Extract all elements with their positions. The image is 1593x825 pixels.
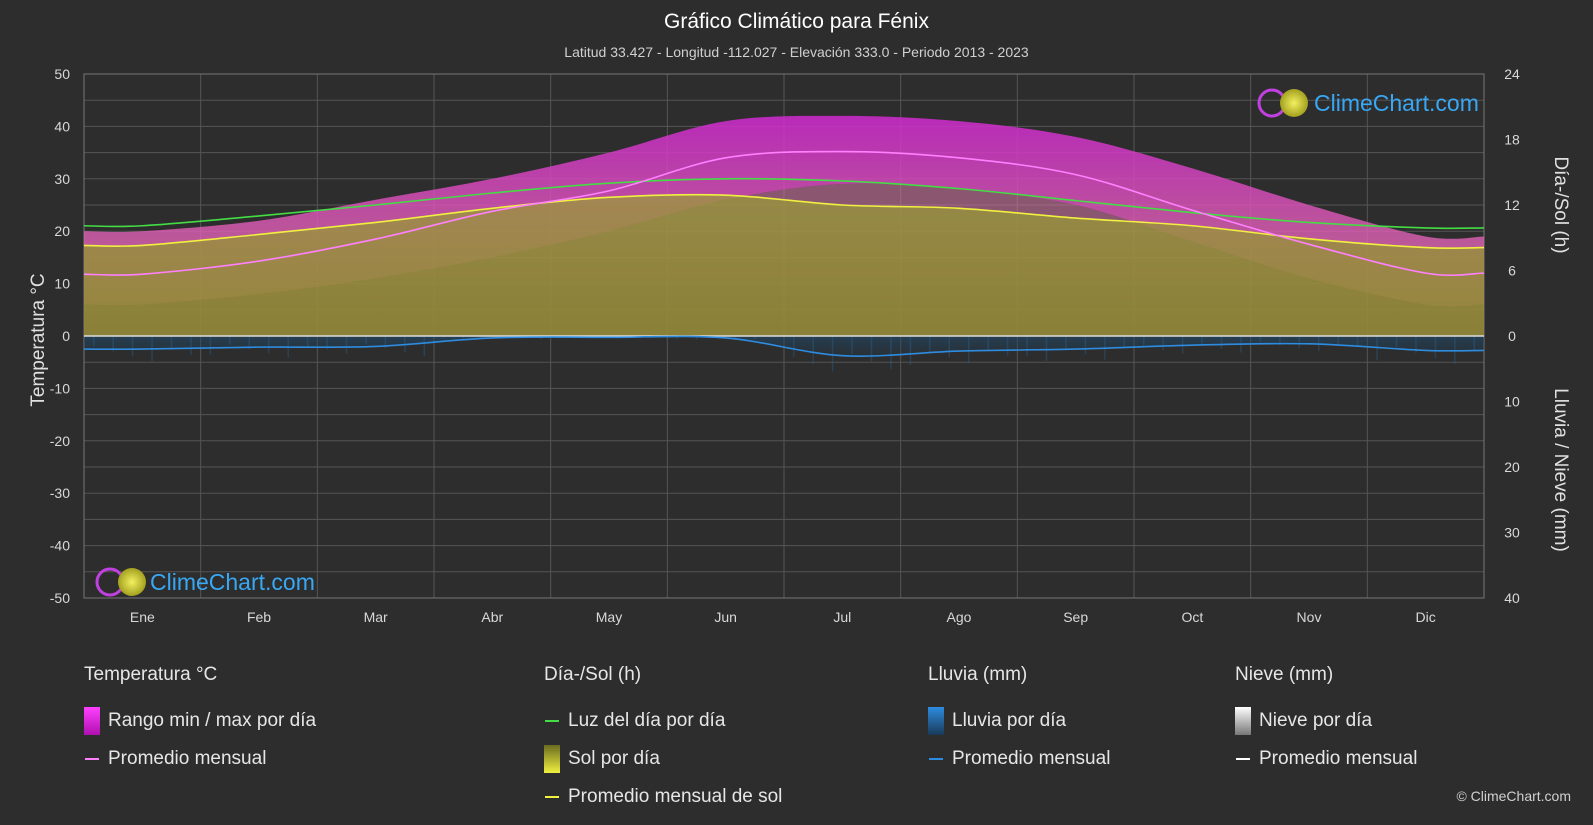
temperature-avg-line [83, 150, 1485, 277]
y-right-bottom-tick-label: 10 [1504, 394, 1520, 410]
axis-ticks: 50 40 30 20 10 0 -10 -20 -30 -40 -50 24 18 12 6 0 10 20 30… [50, 66, 1520, 625]
daylight-line [83, 177, 1485, 230]
sun-swatch-icon [544, 745, 560, 773]
legend-item-rain: Lluvia por día [928, 702, 1110, 740]
logo-sun-icon [118, 568, 146, 596]
y-left-tick-label: 0 [62, 328, 70, 344]
legend-item-rain-avg: Promedio mensual [928, 740, 1110, 778]
legend-item-snow-avg: Promedio mensual [1235, 740, 1417, 778]
legend-rain: Lluvia (mm) Lluvia por día Promedio mens… [928, 664, 1110, 778]
x-tick-label: Ago [947, 609, 972, 625]
legend-title: Temperatura °C [84, 664, 218, 685]
line-swatch-icon [1236, 758, 1250, 760]
y-right-top-tick-label: 18 [1504, 132, 1520, 148]
line-swatch-icon [929, 758, 943, 760]
logo-top: ClimeChart.com [1257, 88, 1479, 118]
logo-sun-icon [1280, 89, 1308, 117]
x-tick-label: May [596, 609, 622, 625]
y-left-tick-label: -10 [50, 380, 70, 396]
chart-areas [84, 115, 1484, 372]
legend-item-daylight: Luz del día por día [544, 702, 782, 740]
legend-sun: Día-/Sol (h) Luz del día por día Sol por… [544, 664, 782, 816]
range-swatch-icon [84, 707, 100, 735]
chart-subtitle: Latitud 33.427 - Longitud -112.027 - Ele… [564, 44, 1029, 60]
y-left-tick-label: 10 [54, 276, 70, 292]
rain-swatch-icon [928, 707, 944, 735]
legend-label: Luz del día por día [568, 710, 726, 731]
y-left-axis-label: Temperatura °C [28, 273, 49, 406]
logo-text: ClimeChart.com [1314, 90, 1479, 116]
snow-swatch-icon [1235, 707, 1251, 735]
line-swatch-icon [85, 758, 99, 760]
legend-label: Lluvia por día [952, 710, 1067, 731]
legend-item-temp-avg: Promedio mensual [84, 740, 316, 778]
rain-area [84, 336, 1484, 357]
legend-title: Nieve (mm) [1235, 664, 1334, 685]
legend-label: Promedio mensual de sol [568, 786, 783, 807]
y-left-tick-label: -20 [50, 433, 70, 449]
x-tick-label: Jul [833, 609, 851, 625]
legend-label: Promedio mensual [1259, 748, 1418, 769]
x-tick-label: Jun [714, 609, 737, 625]
y-right-bottom-tick-label: 20 [1504, 459, 1520, 475]
x-tick-label: Feb [247, 609, 271, 625]
x-tick-label: Ene [130, 609, 155, 625]
y-right-bottom-tick-label: 30 [1504, 525, 1520, 541]
legend-label: Sol por día [568, 748, 660, 769]
y-right-bottom-axis-label: Lluvia / Nieve (mm) [1550, 388, 1571, 552]
x-tick-label: Abr [481, 609, 503, 625]
y-right-top-tick-label: 12 [1504, 197, 1520, 213]
legend-title: Día-/Sol (h) [544, 664, 642, 685]
legend-item-sun: Sol por día [544, 740, 782, 778]
x-tick-label: Dic [1416, 609, 1436, 625]
copyright: © ClimeChart.com [1456, 788, 1571, 804]
legend-item-snow: Nieve por día [1235, 702, 1417, 740]
logo-bottom: ClimeChart.com [95, 567, 315, 597]
sunshine-area [84, 194, 1484, 336]
y-left-tick-label: -50 [50, 590, 70, 606]
y-left-tick-label: -40 [50, 538, 70, 554]
y-right-top-axis-label: Día-/Sol (h) [1550, 156, 1571, 253]
legend-label: Rango min / max por día [108, 710, 317, 731]
x-tick-label: Mar [364, 609, 388, 625]
legend-label: Nieve por día [1259, 710, 1373, 731]
y-right-top-tick-label: 0 [1508, 328, 1516, 344]
legend-label: Promedio mensual [108, 748, 267, 769]
x-tick-label: Oct [1181, 609, 1203, 625]
y-left-tick-label: 40 [54, 118, 70, 134]
chart-lines [83, 150, 1485, 357]
y-left-tick-label: 20 [54, 223, 70, 239]
y-left-tick-label: 50 [54, 66, 70, 82]
rain-avg-line [83, 335, 1485, 357]
legend-title: Lluvia (mm) [928, 664, 1028, 685]
y-right-top-tick-label: 6 [1508, 263, 1516, 279]
y-left-tick-label: -30 [50, 485, 70, 501]
y-left-tick-label: 30 [54, 171, 70, 187]
x-tick-label: Sep [1063, 609, 1088, 625]
x-tick-label: Nov [1297, 609, 1322, 625]
legend-label: Promedio mensual [952, 748, 1111, 769]
y-right-bottom-tick-label: 40 [1504, 590, 1520, 606]
legend-item-range: Rango min / max por día [84, 702, 316, 740]
climate-chart: 50 40 30 20 10 0 -10 -20 -30 -40 -50 24 18 12 6 0 10 20 30… [28, 66, 1571, 625]
legend-snow: Nieve (mm) Nieve por día Promedio mensua… [1235, 664, 1417, 778]
chart-title: Gráfico Climático para Fénix [664, 10, 929, 33]
logo-text: ClimeChart.com [150, 569, 315, 595]
line-swatch-icon [545, 796, 559, 798]
y-right-top-tick-label: 24 [1504, 66, 1520, 82]
legend-item-sun-avg: Promedio mensual de sol [544, 778, 782, 816]
line-swatch-icon [545, 720, 559, 722]
legend-temperature: Temperatura °C Rango min / max por día P… [84, 664, 316, 778]
